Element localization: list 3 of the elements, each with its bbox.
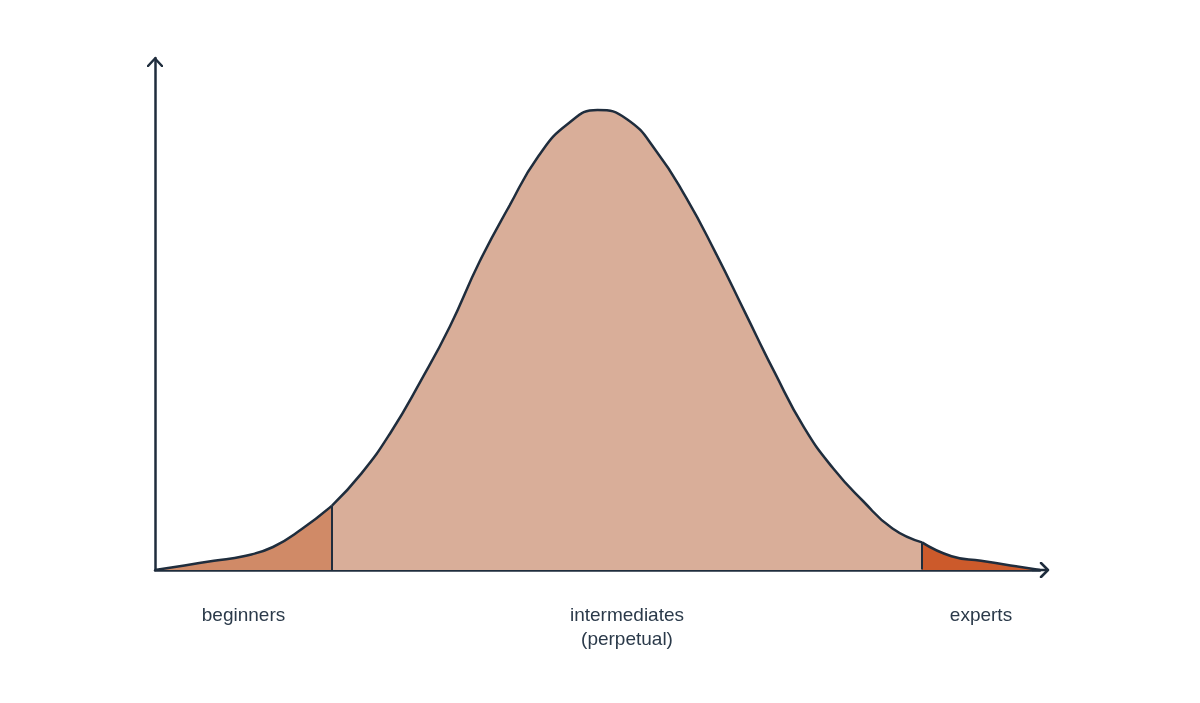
series-label: beginners <box>201 603 286 625</box>
series-label: intermediates (perpetual) <box>569 603 685 649</box>
series-label: experts <box>949 603 1013 625</box>
